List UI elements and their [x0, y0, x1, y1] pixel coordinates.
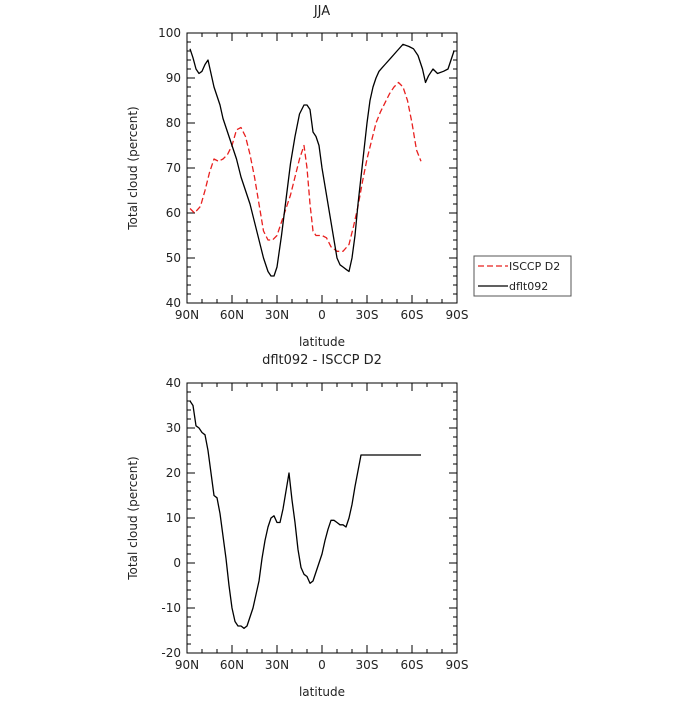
bottom-x-tick-label: 30S	[356, 658, 379, 672]
top-x-tick-label: 30S	[356, 308, 379, 322]
bottom-panel: dflt092 - ISCCP D2 Total cloud (percent)…	[126, 353, 468, 699]
bottom-x-tick-label: 30N	[265, 658, 289, 672]
top-x-tick-label: 30N	[265, 308, 289, 322]
bottom-y-tick-label: 40	[166, 376, 181, 390]
bottom-y-tick-label: -20	[161, 646, 181, 660]
legend-label-dflt: dflt092	[509, 280, 548, 293]
top-y-tick-label: 50	[166, 251, 181, 265]
bottom-x-tick-label: 60S	[401, 658, 424, 672]
bottom-series-lines	[189, 400, 421, 629]
bottom-y-axis-label: Total cloud (percent)	[126, 456, 140, 580]
bottom-x-tick-label: 0	[318, 658, 326, 672]
top-panel: JJA Total cloud (percent) latitude 90N 60…	[126, 4, 572, 349]
bottom-axis-ticks: 90N 60N 30N 0 30S 60S 90S -20 -10 0 10 20 30 40	[161, 376, 468, 672]
bottom-y-tick-label: 10	[166, 511, 181, 525]
bottom-y-tick-label: -10	[161, 601, 181, 615]
top-y-tick-label: 80	[166, 116, 181, 130]
bottom-x-tick-label: 90N	[175, 658, 199, 672]
top-series-line-isccp-d2	[189, 81, 422, 252]
top-x-axis-label: latitude	[299, 335, 345, 349]
legend: ISCCP D2 dflt092	[473, 255, 572, 297]
top-series-line-dflt092	[189, 43, 455, 277]
legend-box	[473, 255, 572, 297]
top-series-lines	[189, 43, 455, 277]
top-chart-title: JJA	[313, 4, 330, 19]
top-y-tick-label: 100	[158, 26, 181, 40]
bottom-chart-title: dflt092 - ISCCP D2	[262, 353, 382, 368]
top-x-tick-label: 60S	[401, 308, 424, 322]
legend-label-isccp: ISCCP D2	[509, 260, 560, 273]
bottom-x-tick-label: 90S	[446, 658, 469, 672]
top-y-axis-label: Total cloud (percent)	[126, 106, 140, 230]
top-axis-ticks: 90N 60N 30N 0 30S 60S 90S 40 50 60 70 80 90 100	[158, 26, 468, 322]
top-y-tick-label: 90	[166, 71, 181, 85]
bottom-plot-frame	[186, 382, 458, 654]
bottom-x-axis-label: latitude	[299, 685, 345, 699]
top-y-tick-label: 60	[166, 206, 181, 220]
top-x-tick-label: 90S	[446, 308, 469, 322]
top-x-tick-label: 60N	[220, 308, 244, 322]
bottom-y-tick-label: 0	[173, 556, 181, 570]
bottom-x-tick-label: 60N	[220, 658, 244, 672]
bottom-y-tick-label: 30	[166, 421, 181, 435]
top-x-tick-label: 0	[318, 308, 326, 322]
top-y-tick-label: 40	[166, 296, 181, 310]
top-x-tick-label: 90N	[175, 308, 199, 322]
top-y-tick-label: 70	[166, 161, 181, 175]
bottom-y-tick-label: 20	[166, 466, 181, 480]
bottom-series-line-0	[189, 400, 421, 629]
